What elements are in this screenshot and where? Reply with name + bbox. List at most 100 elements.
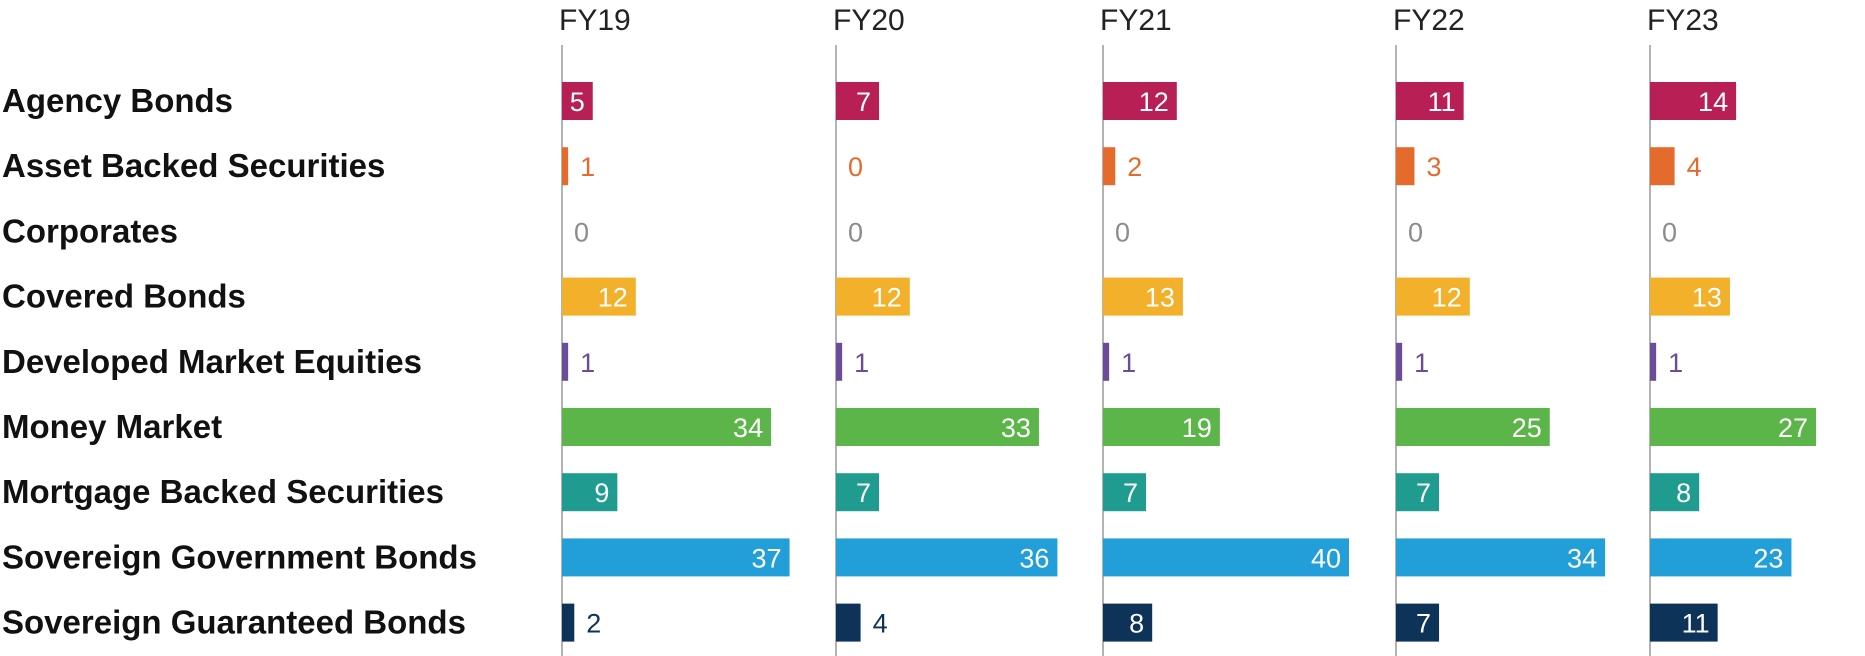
data-label: 8 — [1676, 478, 1691, 508]
bar — [836, 538, 1058, 577]
data-label: 27 — [1778, 413, 1808, 443]
data-label: 7 — [1123, 478, 1138, 508]
bar — [1103, 147, 1116, 186]
column-header: FY20 — [833, 4, 905, 37]
panel-fy19: FY19 5 1 0 12 1 34 9 37 2 — [559, 4, 790, 656]
data-label: 23 — [1753, 543, 1783, 573]
bar — [836, 277, 910, 316]
panel-fy20: FY20 7 0 0 12 1 33 7 36 4 — [833, 4, 1058, 656]
data-label: 1 — [1668, 348, 1683, 378]
data-label: 7 — [856, 87, 871, 117]
data-label: 37 — [752, 543, 782, 573]
data-label: 1 — [1414, 348, 1429, 378]
data-label: 0 — [1408, 217, 1423, 247]
data-label: 1 — [580, 348, 595, 378]
bar — [1103, 342, 1110, 381]
bar — [1650, 473, 1700, 512]
data-label: 11 — [1682, 609, 1710, 639]
bar — [836, 82, 880, 120]
bar — [1103, 408, 1220, 446]
category-label: Developed Market Equities — [2, 343, 422, 380]
category-label: Sovereign Government Bonds — [2, 538, 477, 575]
bar — [562, 473, 618, 512]
data-label: 2 — [586, 609, 601, 639]
column-header: FY21 — [1100, 4, 1172, 37]
data-label: 36 — [1019, 543, 1049, 573]
bar — [562, 538, 790, 577]
bar — [562, 82, 593, 120]
data-label: 9 — [594, 478, 609, 508]
bar — [1650, 408, 1817, 446]
category-label: Sovereign Guaranteed Bonds — [2, 604, 466, 641]
data-label: 3 — [1426, 152, 1441, 182]
panel-fy23: FY23 14 4 0 13 1 27 8 23 11 — [1647, 4, 1817, 656]
data-label: 7 — [1416, 478, 1431, 508]
panel-fy22: FY22 11 3 0 12 1 25 7 34 7 — [1393, 4, 1606, 656]
bar — [562, 342, 569, 381]
data-label: 0 — [848, 152, 863, 182]
bar — [1650, 538, 1792, 577]
category-labels: Agency Bonds Asset Backed Securities Corpo… — [2, 82, 477, 641]
bar — [836, 408, 1039, 446]
data-label: 0 — [848, 217, 863, 247]
data-label: 0 — [574, 217, 589, 247]
bar — [1396, 603, 1440, 642]
data-label: 1 — [854, 348, 869, 378]
bar — [1396, 473, 1440, 512]
bar — [1103, 538, 1349, 577]
bar — [1103, 603, 1153, 642]
bar — [1650, 342, 1657, 381]
data-label: 1 — [580, 152, 595, 182]
data-label: 12 — [1432, 283, 1462, 313]
bar — [836, 603, 861, 642]
bar — [1103, 82, 1177, 120]
bar — [1396, 408, 1550, 446]
category-label: Asset Backed Securities — [2, 147, 385, 184]
category-label: Money Market — [2, 408, 222, 445]
data-label: 1 — [1121, 348, 1136, 378]
bar — [562, 408, 772, 446]
bar — [562, 603, 575, 642]
bar — [562, 147, 569, 186]
data-label: 2 — [1127, 152, 1142, 182]
data-label: 0 — [1115, 217, 1130, 247]
bar — [1103, 473, 1147, 512]
category-label: Agency Bonds — [2, 82, 233, 119]
bar — [1396, 147, 1415, 186]
bar — [1396, 82, 1464, 120]
data-label: 4 — [873, 609, 888, 639]
data-label: 33 — [1001, 413, 1031, 443]
data-label: 25 — [1512, 413, 1542, 443]
bar — [1650, 603, 1718, 642]
data-label: 11 — [1428, 87, 1456, 117]
bar — [1396, 342, 1403, 381]
bar — [836, 473, 880, 512]
data-label: 12 — [872, 283, 902, 313]
category-label: Corporates — [2, 212, 178, 249]
data-label: 5 — [570, 87, 585, 117]
data-label: 34 — [1567, 543, 1597, 573]
data-label: 40 — [1311, 543, 1341, 573]
bar — [836, 342, 843, 381]
column-header: FY23 — [1647, 4, 1719, 37]
chart-panels: FY19510121349372FY20700121337364FY211220… — [559, 4, 1817, 656]
data-label: 7 — [856, 478, 871, 508]
data-label: 4 — [1687, 152, 1702, 182]
data-label: 0 — [1662, 217, 1677, 247]
panel-fy21: FY21 12 2 0 13 1 19 7 40 8 — [1100, 4, 1349, 656]
bar — [562, 277, 636, 316]
data-label: 14 — [1698, 87, 1728, 117]
column-header: FY22 — [1393, 4, 1465, 37]
category-label: Covered Bonds — [2, 278, 246, 315]
data-label: 13 — [1145, 283, 1175, 313]
category-label: Mortgage Backed Securities — [2, 473, 444, 510]
data-label: 13 — [1692, 283, 1722, 313]
data-label: 12 — [1139, 87, 1169, 117]
column-header: FY19 — [559, 4, 631, 37]
bar — [1103, 277, 1183, 316]
bar — [1396, 277, 1470, 316]
bar — [1650, 82, 1737, 120]
bar — [1650, 277, 1730, 316]
data-label: 19 — [1182, 413, 1212, 443]
